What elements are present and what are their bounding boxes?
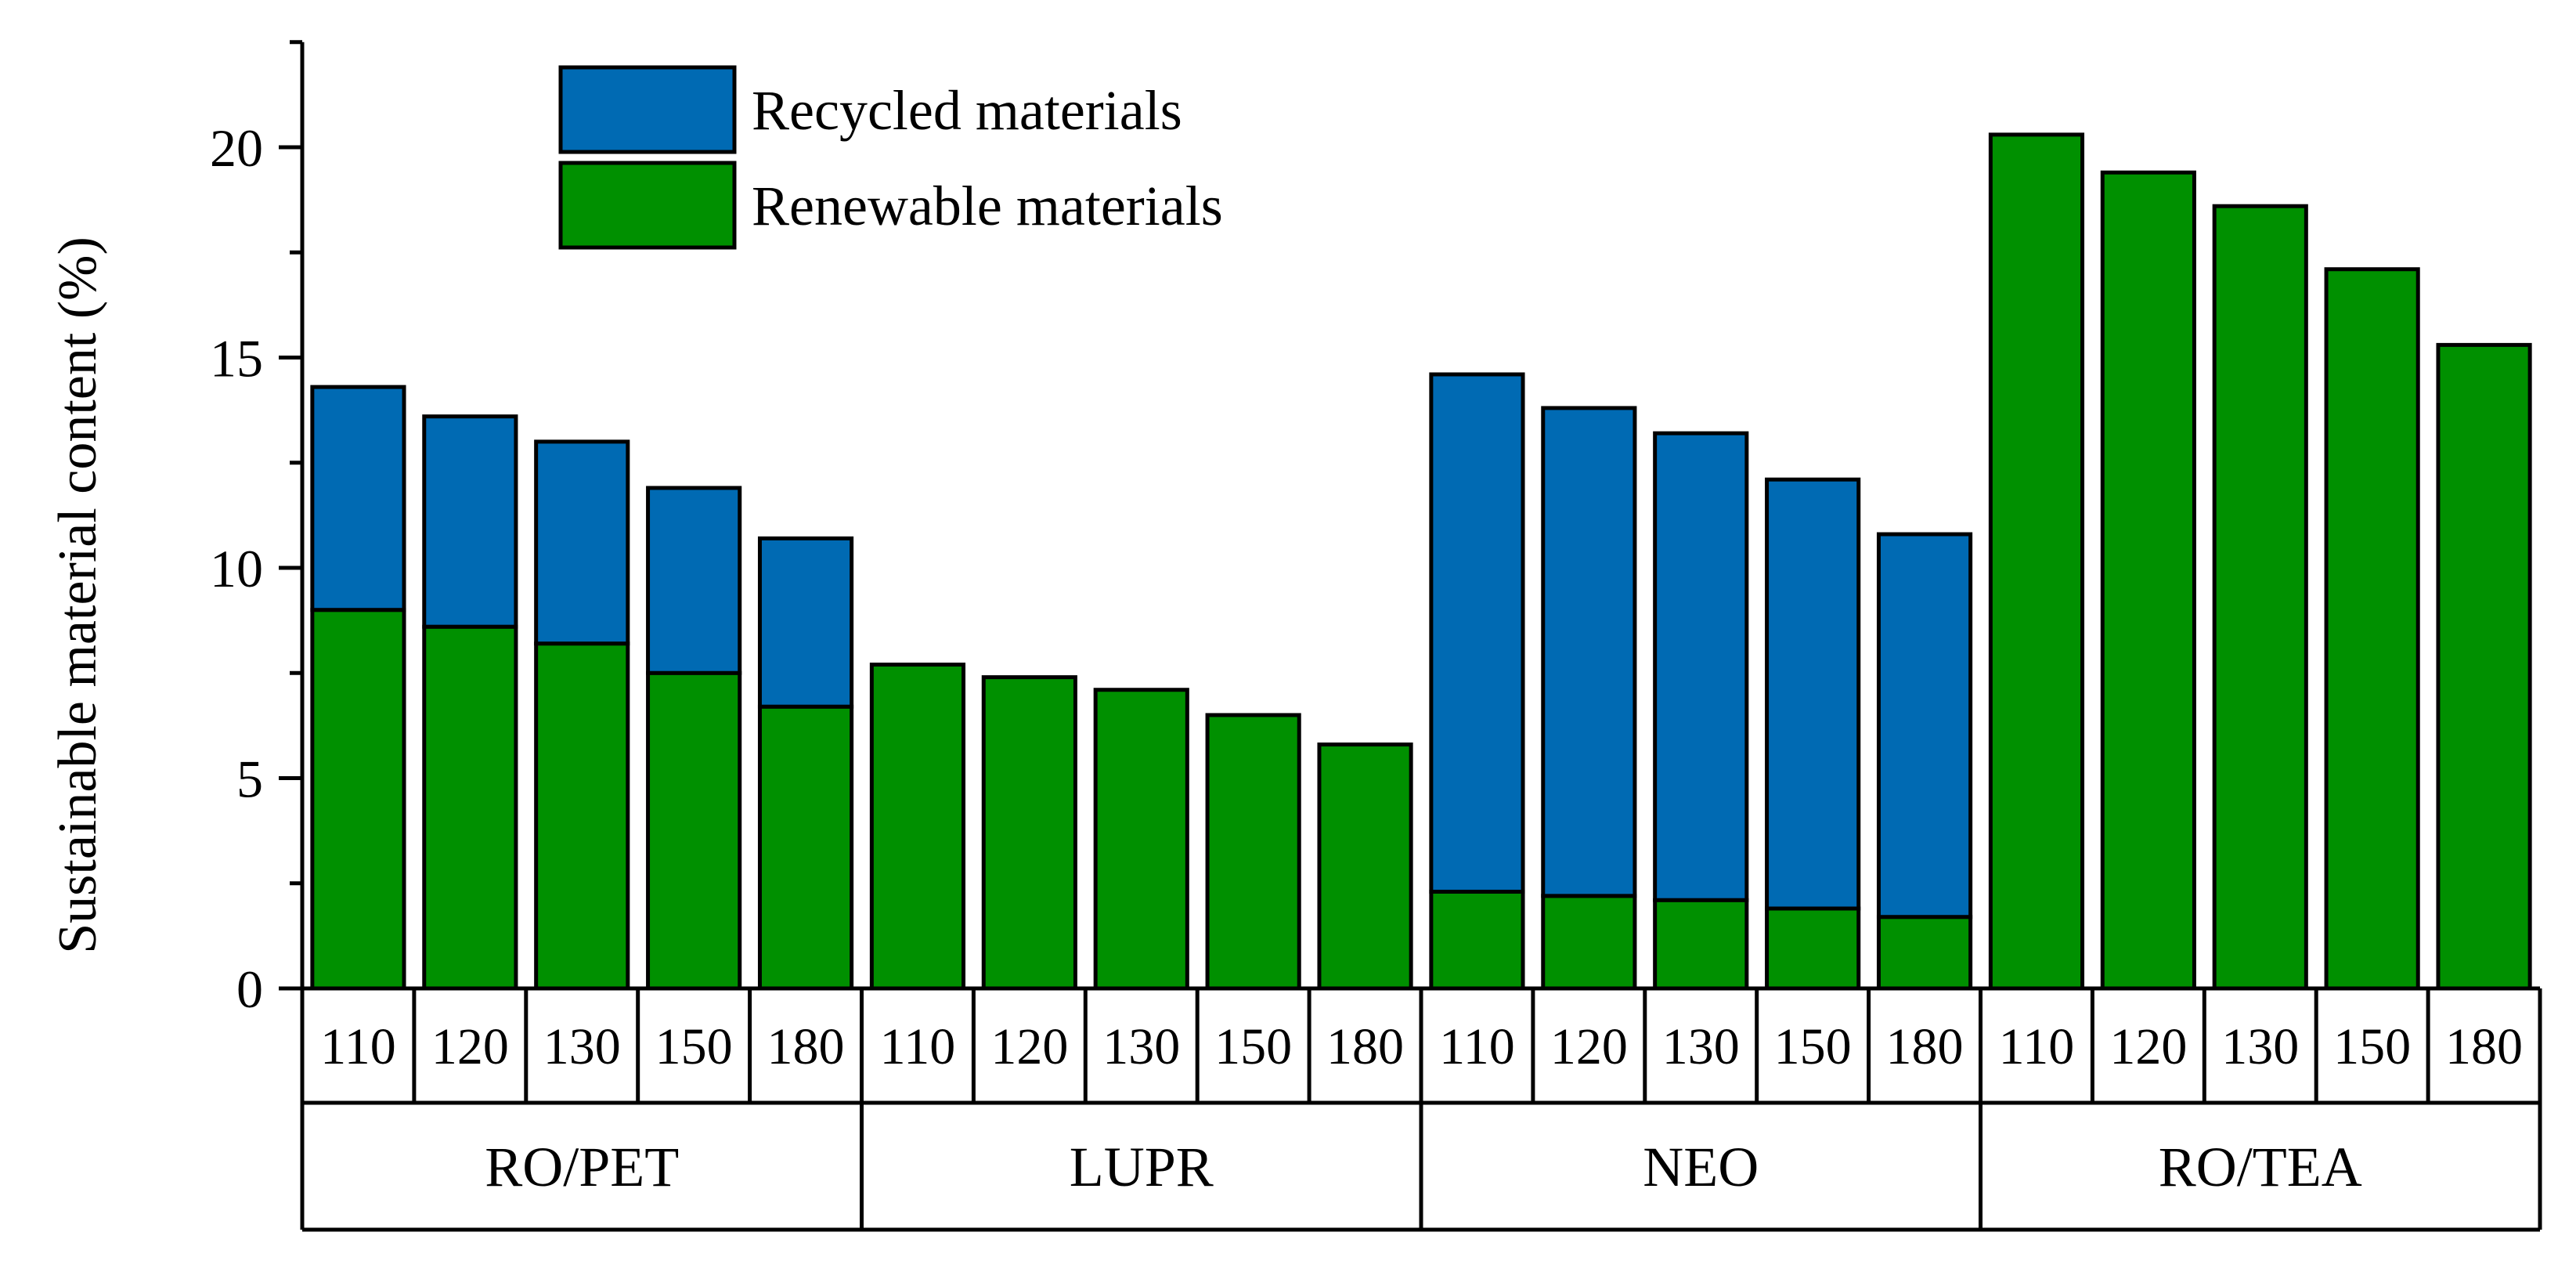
x-category-label: 110 (880, 1018, 956, 1075)
x-category-label: 120 (2109, 1018, 2187, 1075)
bar-renewable-materials (534, 641, 630, 991)
x-category-label: 130 (1662, 1018, 1740, 1075)
bar-renewable-materials (869, 663, 966, 991)
x-category-label: 110 (320, 1018, 396, 1075)
x-category-label: 150 (655, 1018, 733, 1075)
x-category-label: 120 (990, 1018, 1068, 1075)
bar-recycled-materials (1765, 477, 1861, 911)
legend-label: Recycled materials (752, 79, 1182, 142)
category-table: 110 120 130 150 180 110 120 130 150 180 110 120 130 1… (300, 986, 2542, 1232)
bar-renewable-materials (2436, 342, 2532, 991)
y-tick-label: 0 (236, 959, 263, 1019)
bar-recycled-materials (422, 414, 518, 629)
x-category-label: 110 (1999, 1018, 2075, 1075)
bar-renewable-materials (2324, 267, 2420, 991)
x-category-label: 130 (543, 1018, 621, 1075)
x-category-label: 180 (1886, 1018, 1964, 1075)
bars (310, 132, 2532, 991)
bar-renewable-materials (1876, 915, 1973, 991)
y-tick-label: 15 (210, 329, 263, 388)
bar-renewable-materials (1205, 713, 1301, 991)
x-category-label: 150 (1774, 1018, 1852, 1075)
bar-recycled-materials (310, 385, 406, 612)
legend-swatch (558, 65, 737, 154)
x-category-label: 180 (2445, 1018, 2523, 1075)
group-label: NEO (1643, 1136, 1759, 1198)
group-label: RO/TEA (2159, 1136, 2362, 1198)
group-label: RO/PET (485, 1136, 679, 1198)
bar-renewable-materials (981, 675, 1077, 991)
bar-renewable-materials (1653, 898, 1749, 991)
bar-renewable-materials (422, 624, 518, 991)
x-category-label: 150 (1214, 1018, 1292, 1075)
legend: Recycled materials Renewable materials (558, 65, 1223, 250)
bar-recycled-materials (1541, 406, 1637, 898)
bar-recycled-materials (534, 439, 630, 646)
x-category-label: 120 (431, 1018, 509, 1075)
bar-recycled-materials (646, 486, 742, 675)
bar-recycled-materials (1876, 532, 1973, 920)
bar-recycled-materials (1429, 372, 1525, 894)
y-axis-title: Sustainable material content (%) (48, 237, 108, 954)
bar-renewable-materials (1541, 894, 1637, 991)
bar-renewable-materials (310, 608, 406, 991)
x-category-label: 110 (1439, 1018, 1515, 1075)
bar-renewable-materials (2100, 170, 2196, 991)
bar-renewable-materials (646, 670, 742, 991)
x-category-label: 180 (767, 1018, 845, 1075)
bar-recycled-materials (1653, 431, 1749, 902)
bar-renewable-materials (757, 704, 854, 991)
x-category-label: 120 (1550, 1018, 1628, 1075)
y-tick-label: 20 (210, 118, 263, 178)
bar-recycled-materials (757, 536, 854, 709)
bar-renewable-materials (1429, 889, 1525, 991)
legend-label: Renewable materials (752, 175, 1223, 237)
y-tick-label: 10 (210, 539, 263, 598)
bar-renewable-materials (2212, 204, 2308, 991)
y-axis: 0 5 10 15 20 (210, 40, 305, 1019)
legend-swatch (558, 161, 737, 250)
y-tick-label: 5 (236, 750, 263, 809)
x-category-label: 150 (2333, 1018, 2411, 1075)
bar-renewable-materials (1093, 688, 1189, 991)
bar-renewable-materials (1765, 906, 1861, 991)
group-label: LUPR (1070, 1136, 1214, 1198)
x-category-label: 130 (2221, 1018, 2299, 1075)
bar-renewable-materials (1317, 743, 1413, 991)
x-category-label: 180 (1326, 1018, 1404, 1075)
bar-renewable-materials (1988, 132, 2085, 991)
x-category-label: 130 (1102, 1018, 1180, 1075)
